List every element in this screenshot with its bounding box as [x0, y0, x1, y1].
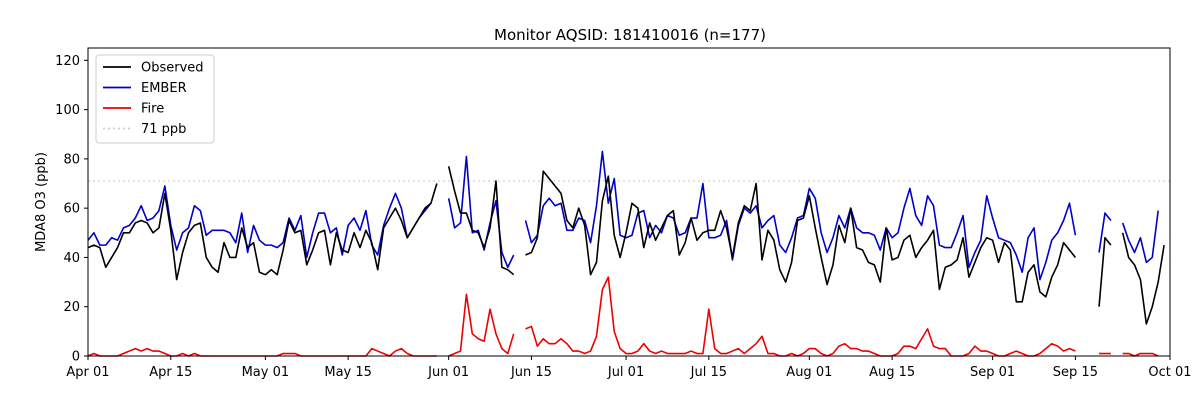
series-fire	[87, 276, 1159, 357]
x-tick-label: Jul 15	[690, 365, 727, 380]
y-axis-label: MDA8 O3 (ppb)	[34, 152, 49, 252]
x-tick-label: Aug 15	[869, 365, 915, 380]
series-fire-segment-1	[87, 347, 437, 357]
legend-label-2: EMBER	[141, 81, 187, 96]
x-tick-label: Sep 01	[970, 365, 1015, 380]
series-observed-segment-4	[1098, 236, 1112, 307]
x-tick-label: Aug 01	[786, 365, 832, 380]
chart-title: Monitor AQSID: 181410016 (n=177)	[494, 26, 766, 44]
x-axis: Apr 01 Apr 15 May 01 May 15 Jun 01 Jun 15 Jul …	[66, 356, 1192, 380]
series-observed	[87, 166, 1165, 325]
y-tick-label: 100	[55, 103, 80, 118]
series-observed-segment-2	[447, 166, 515, 276]
x-tick-label: Jun 01	[427, 365, 469, 380]
y-tick-label: 0	[72, 350, 80, 365]
series-ember-segment-5	[1121, 210, 1159, 264]
legend: Observed EMBER Fire 71 ppb	[95, 54, 215, 144]
series-observed-segment-5	[1121, 232, 1165, 325]
y-tick-label: 20	[63, 300, 80, 315]
y-axis: 0 20 40 60 80 100 120	[55, 54, 88, 365]
x-tick-label: Oct 01	[1148, 365, 1191, 380]
legend-box	[95, 54, 215, 144]
x-tick-label: Apr 15	[149, 365, 192, 380]
y-tick-label: 40	[63, 251, 80, 266]
x-tick-label: May 15	[324, 365, 372, 380]
series-layer	[87, 150, 1165, 357]
series-fire-segment-3	[525, 276, 1076, 357]
y-tick-label: 60	[63, 202, 80, 217]
series-ember-segment-3	[524, 150, 1077, 281]
x-tick-label: Jun 15	[510, 365, 552, 380]
legend-label-3: Fire	[141, 102, 164, 117]
plot-frame	[87, 47, 1171, 357]
x-tick-label: Jul 01	[607, 365, 644, 380]
x-tick-label: Apr 01	[66, 365, 109, 380]
x-tick-label: Sep 15	[1053, 365, 1098, 380]
legend-label-4: 71 ppb	[141, 122, 186, 137]
y-tick-label: 80	[63, 152, 80, 167]
series-observed-segment-3	[525, 170, 1077, 303]
series-observed-segment-1	[87, 183, 438, 281]
legend-label-1: Observed	[141, 61, 204, 76]
series-fire-segment-2	[448, 293, 515, 357]
series-fire-segment-5	[1122, 352, 1159, 357]
series-ember-segment-4	[1098, 212, 1112, 253]
x-tick-label: May 01	[242, 365, 290, 380]
series-ember-segment-2	[447, 155, 515, 269]
y-tick-label: 120	[55, 54, 80, 69]
